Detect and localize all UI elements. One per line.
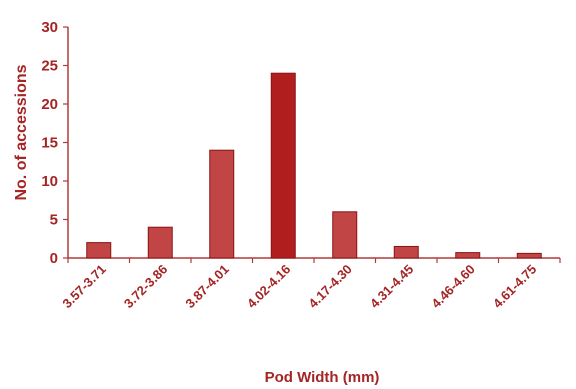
- y-tick-label: 20: [41, 96, 58, 113]
- x-ticks: 3.57-3.71 3.72-3.86 3.87-4.01 4.02-4.16 4.17…: [59, 258, 561, 311]
- y-tick-label: 15: [41, 135, 58, 152]
- y-tick-label: 25: [41, 58, 58, 75]
- x-tick-label: 4.61-4.75: [490, 262, 539, 311]
- y-axis: 0 5 10 15 20 25 30: [41, 19, 69, 267]
- x-tick-label: 4.31-4.45: [367, 262, 416, 311]
- y-tick-label: 5: [50, 212, 58, 229]
- x-tick-label: 3.72-3.86: [121, 262, 170, 311]
- bar-3.87-4.01: [209, 149, 235, 259]
- bar-3.57-3.71: [86, 242, 112, 259]
- x-tick-label: 3.57-3.71: [59, 262, 108, 311]
- bar-4.61-4.75: [516, 252, 542, 259]
- bar-4.46-4.60: [455, 252, 481, 259]
- bar-3.72-3.86: [147, 226, 173, 259]
- x-axis-label: Pod Width (mm): [265, 369, 380, 386]
- bar-4.02-4.16: [270, 72, 296, 259]
- y-tick-label: 10: [41, 173, 58, 190]
- x-tick-label: 3.87-4.01: [182, 262, 231, 311]
- x-axis: 3.57-3.71 3.72-3.86 3.87-4.01 4.02-4.16 4.17…: [59, 257, 561, 311]
- x-tick-label: 4.46-4.60: [428, 262, 477, 311]
- bar-4.17-4.30: [332, 211, 358, 259]
- y-tick-label: 0: [50, 250, 58, 267]
- x-tick-label: 4.02-4.16: [244, 262, 293, 311]
- y-ticks: 0 5 10 15 20 25 30: [41, 19, 68, 267]
- bar-4.31-4.45: [393, 245, 419, 259]
- y-tick-label: 30: [41, 19, 58, 36]
- y-axis-label: No. of accessions: [13, 64, 30, 200]
- x-tick-label: 4.17-4.30: [305, 262, 354, 311]
- bars: [86, 72, 542, 259]
